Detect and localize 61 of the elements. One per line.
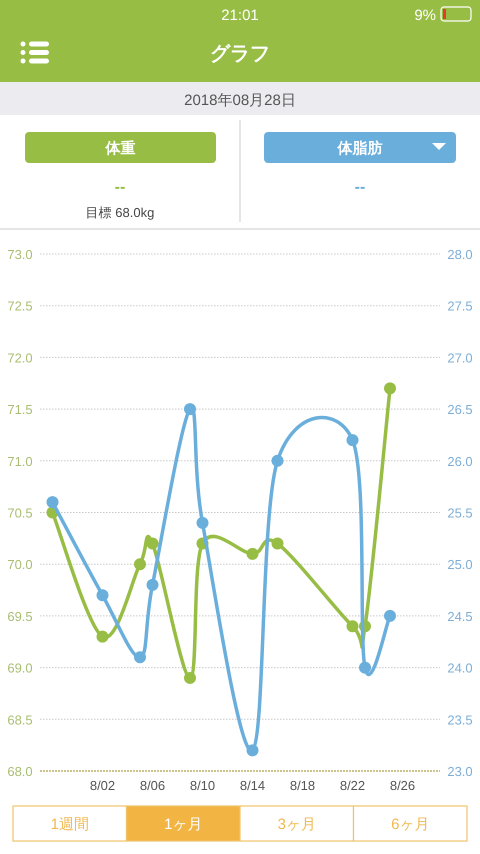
y2-tick-label: 23.0 bbox=[447, 764, 473, 779]
point bbox=[184, 672, 196, 684]
text: 9% bbox=[414, 7, 436, 24]
text: 目標 68.0kg bbox=[86, 205, 154, 220]
text: 6ヶ月 bbox=[391, 816, 430, 833]
x-tick-label: 8/10 bbox=[190, 778, 216, 793]
y2-tick-label: 27.5 bbox=[447, 298, 473, 314]
x-tick-label: 8/14 bbox=[240, 778, 266, 793]
y-tick-label: 69.0 bbox=[7, 660, 33, 676]
x-tick-label: 8/22 bbox=[340, 778, 366, 793]
chart-subtitle: 2018年08月28日 bbox=[184, 92, 296, 109]
y-tick-label: 71.0 bbox=[7, 454, 33, 469]
point bbox=[196, 516, 208, 529]
y-tick-label: 70.0 bbox=[7, 557, 33, 572]
chart-title: グラフ bbox=[210, 43, 270, 65]
y2-tick-label: 24.0 bbox=[447, 660, 473, 676]
y-tick-label: 73.0 bbox=[7, 247, 33, 262]
point bbox=[146, 538, 158, 550]
point bbox=[134, 651, 146, 664]
y2-tick-label: 24.5 bbox=[447, 608, 473, 624]
point bbox=[134, 558, 146, 570]
point bbox=[272, 538, 284, 550]
x-tick-label: 8/18 bbox=[290, 778, 316, 793]
x-tick-label: 8/06 bbox=[140, 778, 166, 793]
y-tick-label: 71.5 bbox=[7, 402, 33, 418]
x-tick-label: 8/26 bbox=[390, 778, 416, 793]
text: 1週間 bbox=[50, 816, 89, 833]
point bbox=[184, 403, 196, 416]
y-tick-label: 68.0 bbox=[7, 764, 33, 779]
point bbox=[46, 496, 58, 508]
point bbox=[346, 620, 358, 632]
text: 3ヶ月 bbox=[278, 816, 316, 833]
y-tick-label: 68.5 bbox=[7, 712, 33, 728]
point bbox=[384, 382, 396, 394]
point bbox=[96, 630, 108, 643]
text: 1ヶ月 bbox=[164, 816, 202, 833]
y2-tick-label: 23.5 bbox=[447, 712, 473, 728]
point bbox=[359, 662, 371, 674]
y2-tick-label: 25.0 bbox=[447, 557, 473, 572]
y2-tick-label: 26.5 bbox=[447, 402, 473, 418]
point bbox=[96, 589, 108, 602]
y-tick-label: 72.5 bbox=[7, 298, 33, 314]
y-tick-label: 70.5 bbox=[7, 506, 33, 520]
text: 体重 bbox=[104, 140, 136, 157]
y-tick-label: 69.5 bbox=[7, 608, 33, 624]
point bbox=[146, 578, 158, 591]
point bbox=[246, 744, 258, 756]
point bbox=[246, 548, 258, 560]
y-tick-label: 72.0 bbox=[7, 350, 33, 366]
y2-tick-label: 27.0 bbox=[447, 350, 473, 366]
point bbox=[346, 434, 358, 446]
text: 21:01 bbox=[221, 7, 259, 24]
text: -- bbox=[354, 179, 366, 196]
text: -- bbox=[114, 179, 126, 196]
point bbox=[272, 454, 284, 467]
text: 体脂肪 bbox=[336, 140, 382, 157]
x-tick-label: 8/02 bbox=[90, 778, 116, 793]
y2-tick-label: 26.0 bbox=[447, 454, 473, 469]
y2-tick-label: 25.5 bbox=[447, 506, 473, 520]
point bbox=[384, 610, 396, 622]
y2-tick-label: 28.0 bbox=[447, 247, 473, 262]
